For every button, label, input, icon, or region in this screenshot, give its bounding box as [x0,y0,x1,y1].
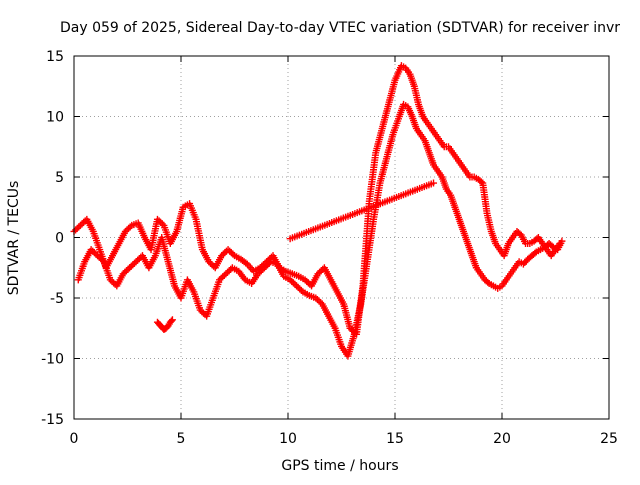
data-point [558,237,566,245]
y-tick-label: -15 [41,412,64,428]
data-point [126,223,134,231]
grid [74,56,609,419]
y-axis-label: SDTVAR / TECUs [6,181,22,296]
chart-title: Day 059 of 2025, Sidereal Day-to-day VTE… [60,20,620,36]
series-trace-c [153,316,176,333]
data-point [229,250,237,258]
data-point [265,259,273,267]
data-point [98,256,106,264]
y-tick-label: 10 [46,110,64,126]
x-tick-label: 15 [386,431,404,447]
data-point [158,220,166,228]
y-tick-label: 5 [55,170,64,186]
data-point [167,317,175,325]
data-point [548,242,556,250]
x-tick-label: 0 [70,431,79,447]
series-isolated-points [286,179,438,243]
x-tick-label: 20 [493,431,511,447]
data-point [430,179,438,187]
x-tick-label: 10 [279,431,297,447]
data-point [531,249,539,257]
series-trace-a [70,62,564,338]
data-point [477,178,485,186]
x-tick-label: 25 [600,431,618,447]
y-tick-label: -10 [41,352,64,368]
data-point [484,278,492,286]
x-tick-labels: 0 5 10 15 20 25 [70,431,618,447]
data-point [297,286,305,294]
series-trace-b [74,100,566,360]
x-tick-label: 5 [177,431,186,447]
y-tick-label: 15 [46,49,64,65]
y-tick-label: 0 [55,231,64,247]
data-point [317,299,325,307]
y-tick-labels: -15 -10 -5 0 5 10 15 [41,49,64,428]
y-tick-label: -5 [50,291,64,307]
data-points [70,62,566,360]
axis-ticks [73,55,610,420]
x-axis-label: GPS time / hours [281,458,398,474]
data-point [168,316,176,324]
